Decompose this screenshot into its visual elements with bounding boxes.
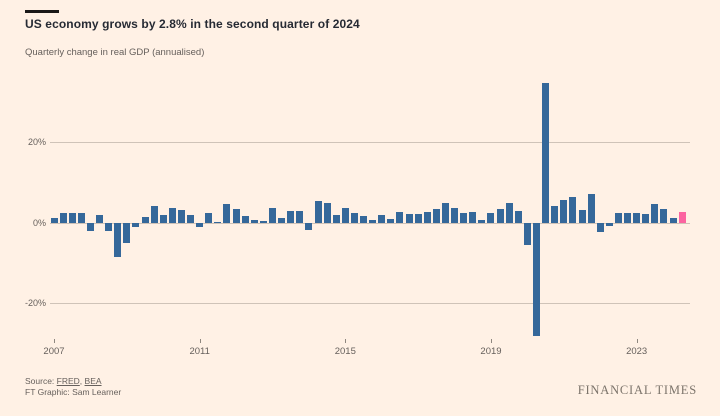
x-tick-label: 2023 <box>626 346 648 357</box>
bar <box>123 223 131 243</box>
bar <box>214 222 222 223</box>
bar <box>633 213 641 223</box>
bar <box>396 211 404 223</box>
bar <box>378 214 386 223</box>
bar <box>387 218 395 223</box>
bar <box>542 82 550 223</box>
bar <box>414 214 422 223</box>
x-tick-label: 2015 <box>334 346 356 357</box>
x-tick-mark <box>199 339 201 343</box>
source-separator: , <box>79 376 85 386</box>
x-tick-mark <box>636 339 638 343</box>
bar <box>642 213 650 223</box>
bar <box>423 212 431 223</box>
bar <box>314 201 322 223</box>
bar <box>259 220 267 223</box>
bar <box>651 203 659 223</box>
gridline--20 <box>50 303 690 305</box>
bar <box>596 223 604 233</box>
bar <box>77 213 85 223</box>
bar <box>159 214 167 223</box>
bar <box>560 200 568 223</box>
bar <box>614 212 622 223</box>
bar <box>605 223 613 226</box>
bar <box>360 215 368 223</box>
bar <box>68 212 76 223</box>
gridline-20 <box>50 141 690 143</box>
bar <box>250 220 258 223</box>
bar <box>177 210 185 223</box>
source-note: Source: FRED, BEA FT Graphic: Sam Learne… <box>25 376 121 398</box>
y-tick-label: 0% <box>32 217 46 228</box>
bar <box>341 208 349 223</box>
bar <box>460 212 468 223</box>
y-tick-label: 20% <box>27 136 46 147</box>
x-tick-mark <box>54 339 55 343</box>
title-rule <box>25 10 59 13</box>
bar <box>551 205 559 223</box>
bar <box>168 207 176 223</box>
bar <box>369 220 377 223</box>
bar <box>223 204 231 223</box>
bar <box>232 209 240 223</box>
bar <box>296 211 304 223</box>
source-prefix: Source: <box>25 376 57 386</box>
bar <box>533 223 540 337</box>
bar <box>114 223 122 258</box>
bar <box>405 214 413 223</box>
bar <box>569 197 577 223</box>
bar-highlight <box>678 211 686 223</box>
bar <box>432 208 440 223</box>
bar <box>96 214 104 223</box>
bar <box>59 213 67 223</box>
x-tick-label: 2007 <box>43 346 65 357</box>
ft-wordmark: FINANCIAL TIMES <box>577 383 697 397</box>
bar <box>469 212 477 223</box>
bar <box>50 218 58 223</box>
bar <box>496 208 504 223</box>
chart-subtitle: Quarterly change in real GDP (annualised… <box>25 47 205 58</box>
source-link-bea[interactable]: BEA <box>84 376 102 386</box>
bar <box>268 208 276 223</box>
bar <box>187 214 195 223</box>
bar <box>86 223 94 232</box>
bar <box>105 223 113 232</box>
bar <box>323 202 331 223</box>
bar <box>660 208 668 223</box>
bar <box>523 223 531 245</box>
bar <box>578 209 586 223</box>
bar <box>478 219 486 223</box>
gridline-0 <box>50 222 690 224</box>
bar <box>451 207 459 223</box>
bar <box>205 212 213 223</box>
bar <box>150 206 158 223</box>
x-tick-label: 2019 <box>480 346 502 357</box>
bar <box>514 210 522 223</box>
x-tick-label: 2011 <box>189 346 210 357</box>
bar <box>350 212 358 223</box>
bar <box>505 202 513 223</box>
chart-title: US economy grows by 2.8% in the second q… <box>25 17 360 31</box>
x-tick-mark <box>490 339 492 343</box>
bar <box>587 194 595 223</box>
bar <box>441 202 449 223</box>
bar <box>332 214 340 223</box>
graphic-credit: FT Graphic: Sam Learner <box>25 387 122 397</box>
bar <box>487 212 495 223</box>
bar <box>132 223 140 228</box>
y-tick-label: -20% <box>24 298 46 309</box>
bar <box>305 223 313 230</box>
bar <box>287 211 295 223</box>
bar <box>278 217 286 223</box>
bar <box>241 215 249 223</box>
source-link-fred[interactable]: FRED <box>56 376 80 386</box>
x-tick-mark <box>345 339 347 343</box>
source-line: Source: FRED, BEA <box>25 376 121 387</box>
bar <box>669 218 677 223</box>
bar <box>196 223 204 228</box>
bar <box>141 217 149 223</box>
bar <box>624 212 632 223</box>
